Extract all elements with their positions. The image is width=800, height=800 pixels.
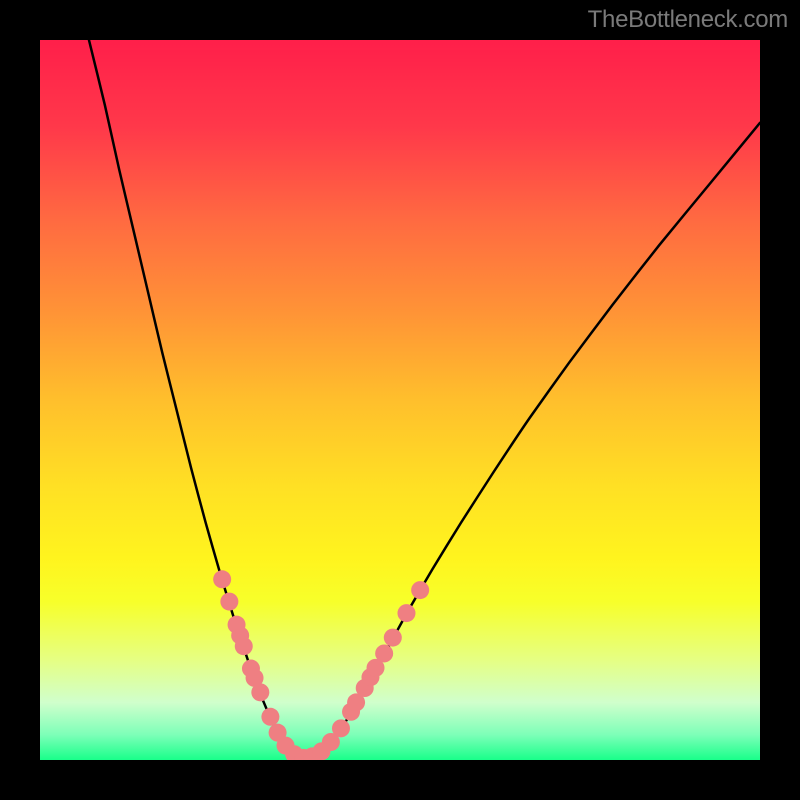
data-marker <box>375 644 393 662</box>
data-marker <box>397 604 415 622</box>
data-marker <box>411 581 429 599</box>
chart-container: TheBottleneck.com <box>0 0 800 800</box>
data-marker <box>220 593 238 611</box>
data-marker <box>251 683 269 701</box>
plot-gradient-background <box>40 40 760 760</box>
data-marker <box>332 719 350 737</box>
data-marker <box>213 570 231 588</box>
data-marker <box>384 629 402 647</box>
chart-svg <box>0 0 800 800</box>
data-marker <box>261 708 279 726</box>
data-marker <box>235 637 253 655</box>
